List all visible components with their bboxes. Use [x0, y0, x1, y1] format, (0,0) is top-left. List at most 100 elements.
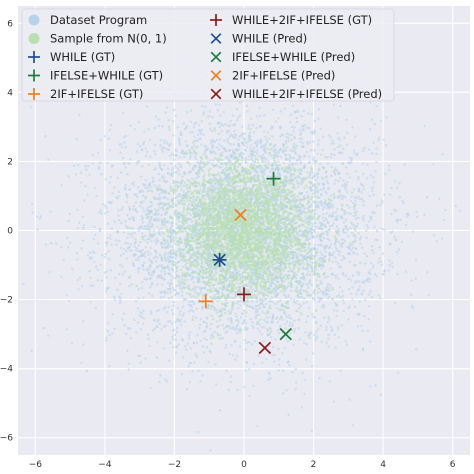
cloud-point [137, 270, 140, 273]
cloud-point [336, 249, 340, 253]
cloud-point [298, 262, 302, 266]
cloud-point [108, 234, 112, 237]
cloud-point [104, 339, 108, 342]
cloud-point [307, 155, 311, 158]
cloud-point [242, 264, 245, 267]
cloud-point [322, 206, 326, 209]
cloud-point [191, 130, 194, 134]
cloud-point [229, 153, 233, 157]
cloud-point [205, 346, 209, 349]
cloud-point [352, 188, 356, 191]
cloud-point [133, 193, 136, 197]
cloud-point [207, 360, 210, 364]
cloud-point [319, 193, 323, 196]
cloud-point [375, 160, 378, 164]
cloud-point [277, 369, 280, 372]
cloud-point [289, 289, 293, 293]
cloud-point [196, 285, 200, 289]
cloud-point [321, 292, 325, 296]
cloud-point [432, 234, 436, 237]
cloud-point [261, 303, 265, 306]
cloud-point [325, 285, 329, 288]
cloud-point [306, 142, 309, 145]
cloud-point [311, 131, 314, 134]
cloud-point [148, 232, 152, 235]
cloud-point [108, 128, 112, 132]
cloud-point [234, 312, 237, 315]
cloud-point [300, 406, 304, 409]
cloud-point [141, 237, 144, 241]
cloud-point [302, 155, 306, 158]
cloud-point [357, 216, 360, 220]
cloud-point [245, 341, 249, 345]
cloud-point [393, 180, 397, 183]
cloud-point [295, 120, 299, 124]
cloud-point [215, 146, 219, 149]
cloud-point [187, 303, 191, 307]
cloud-point [322, 186, 326, 190]
cloud-point [264, 142, 267, 146]
cloud-point [248, 394, 251, 397]
cloud-point [347, 211, 350, 215]
cloud-point [144, 147, 148, 150]
cloud-point [146, 186, 150, 190]
cloud-point [165, 141, 169, 144]
cloud-point [190, 289, 193, 292]
cloud-point [369, 173, 373, 177]
cloud-point [312, 189, 315, 192]
cloud-point [326, 292, 329, 296]
cloud-point [84, 185, 87, 188]
cloud-point [110, 201, 113, 204]
cloud-point [148, 257, 151, 261]
cloud-point [235, 286, 239, 290]
cloud-point [293, 196, 297, 199]
cloud-point [287, 294, 291, 297]
cloud-point [338, 253, 341, 256]
cloud-point [178, 143, 182, 147]
cloud-point [198, 205, 202, 208]
cloud-point [229, 119, 232, 123]
cloud-point [391, 266, 394, 269]
cloud-point [148, 205, 152, 208]
cloud-point [309, 250, 313, 253]
cloud-point [218, 333, 222, 337]
cloud-point [97, 167, 101, 171]
cloud-point [117, 209, 120, 212]
cloud-point [76, 208, 79, 211]
cloud-point [338, 285, 341, 289]
cloud-point [94, 306, 98, 310]
cloud-point [121, 265, 124, 268]
cloud-point [123, 186, 127, 190]
cloud-point [212, 295, 216, 299]
cloud-point [182, 184, 186, 188]
cloud-point [336, 262, 340, 265]
cloud-point [310, 228, 313, 231]
cloud-point [329, 243, 333, 246]
cloud-point [243, 318, 246, 322]
cloud-point [86, 254, 90, 257]
cloud-point [383, 228, 386, 232]
cloud-point [297, 302, 301, 306]
cloud-point [339, 369, 342, 373]
cloud-point [163, 139, 166, 142]
cloud-point [292, 298, 296, 301]
cloud-point [293, 135, 296, 138]
cloud-point [369, 216, 372, 219]
cloud-point [264, 160, 267, 163]
cloud-point [145, 105, 149, 108]
cloud-point [305, 342, 308, 346]
cloud-point [153, 150, 156, 153]
cloud-point [175, 326, 179, 330]
cloud-point [330, 215, 334, 218]
cloud-point [179, 284, 182, 287]
cloud-point [96, 268, 100, 271]
cloud-point [383, 172, 387, 176]
cloud-point [107, 250, 111, 253]
cloud-point [183, 173, 187, 176]
cloud-point [149, 277, 153, 280]
cloud-point [273, 144, 276, 148]
cloud-point [387, 164, 391, 167]
cloud-point [344, 218, 348, 221]
cloud-point [294, 387, 297, 391]
cloud-point [237, 155, 241, 158]
